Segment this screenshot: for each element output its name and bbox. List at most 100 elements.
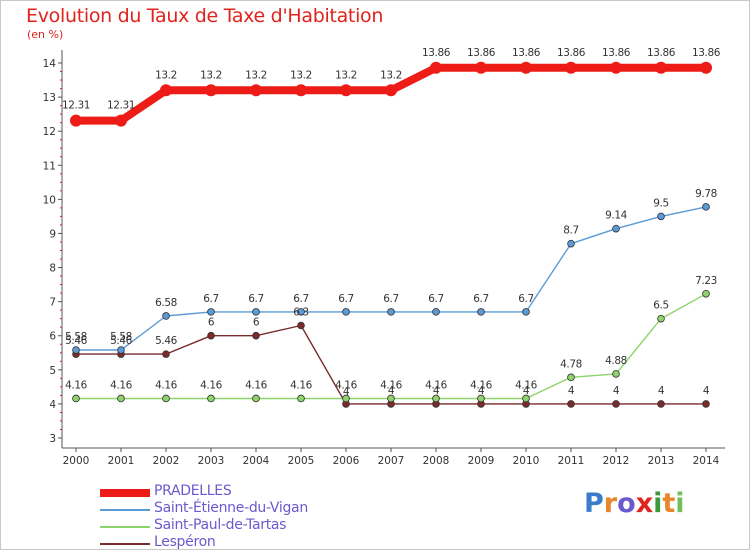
data-label: 6 — [253, 317, 260, 329]
data-point — [567, 239, 575, 248]
data-point — [252, 308, 260, 316]
data-point — [297, 321, 305, 330]
data-label: 6.7 — [338, 293, 354, 305]
data-label: 4.16 — [200, 379, 222, 391]
x-tick-label: 2004 — [243, 455, 270, 467]
data-label: 4 — [523, 385, 530, 397]
data-label: 4.16 — [470, 379, 492, 391]
legend-label: Saint-Paul-de-Tartas — [154, 517, 287, 533]
data-point — [657, 212, 665, 221]
data-point — [162, 394, 170, 403]
data-point — [702, 203, 710, 211]
data-label: 6.7 — [293, 293, 309, 305]
data-label: 4.16 — [290, 379, 312, 391]
data-label: 8.7 — [563, 225, 579, 237]
brand-letter: P — [584, 488, 604, 519]
data-point — [297, 394, 305, 403]
data-point — [252, 331, 260, 340]
data-point — [432, 394, 440, 403]
data-label: 4 — [613, 385, 620, 397]
x-tick-label: 2014 — [693, 455, 720, 467]
data-point — [565, 61, 577, 74]
data-point — [295, 84, 307, 97]
data-label: 13.86 — [557, 47, 586, 59]
data-label: 13.86 — [467, 47, 496, 59]
data-label: 4 — [433, 385, 440, 397]
x-tick-label: 2012 — [603, 455, 630, 467]
data-point — [657, 314, 665, 323]
data-label: 6.5 — [653, 300, 669, 312]
chart-series — [70, 61, 712, 408]
data-label: 6.7 — [428, 293, 444, 305]
data-point — [385, 84, 397, 97]
y-tick-label: 9 — [49, 228, 56, 240]
data-point — [387, 394, 395, 403]
data-point — [387, 308, 395, 316]
data-label: 13.2 — [290, 69, 312, 81]
data-point — [162, 312, 170, 320]
x-tick-label: 2003 — [198, 455, 225, 467]
data-label: 4 — [568, 385, 575, 397]
data-point — [207, 331, 215, 340]
series-line-1 — [76, 206, 707, 351]
data-label: 13.86 — [692, 47, 721, 59]
y-tick-label: 13 — [43, 92, 56, 104]
x-tick-label: 2006 — [333, 455, 360, 467]
y-tick-label: 8 — [49, 263, 56, 275]
data-point — [340, 84, 352, 97]
y-tick-label: 6 — [49, 331, 56, 343]
data-label: 9.14 — [605, 210, 627, 222]
brand-letter: i — [675, 488, 685, 519]
data-point — [567, 373, 575, 382]
y-tick-label: 14 — [43, 58, 57, 70]
legend-swatch — [100, 526, 150, 528]
data-label: 6.7 — [383, 293, 399, 305]
data-label: 9.5 — [653, 197, 669, 209]
data-label: 4.88 — [605, 355, 627, 367]
data-point — [432, 308, 440, 316]
data-point — [207, 394, 215, 403]
data-point — [297, 308, 305, 316]
x-tick-label: 2008 — [423, 455, 450, 467]
data-label: 4.16 — [515, 379, 537, 391]
data-label: 12.31 — [62, 100, 90, 112]
data-label: 4.16 — [245, 379, 267, 391]
data-label: 5.46 — [155, 335, 177, 347]
data-label: 13.86 — [422, 47, 451, 59]
data-label: 12.31 — [107, 100, 135, 112]
legend-swatch — [100, 543, 150, 545]
data-label: 9.78 — [695, 188, 717, 200]
data-label: 6.7 — [203, 293, 219, 305]
data-label: 13.86 — [512, 47, 541, 59]
data-point — [477, 308, 485, 316]
data-point — [612, 224, 620, 233]
x-tick-label: 2005 — [288, 455, 315, 467]
data-point — [70, 114, 82, 127]
data-point — [522, 308, 530, 316]
x-tick-label: 2001 — [108, 455, 135, 467]
brand-letter: x — [635, 488, 654, 519]
chart-data-labels: 12.31 12.31 13.2 13.2 13.2 13.2 13.2 13.2 13.86 1… — [62, 47, 721, 398]
legend-label: Saint-Étienne-du-Vigan — [154, 500, 308, 516]
chart-axes: 3 4 5 6 7 8 9 10 11 12 13 14 2000 2001 2002 2003 2004 200… — [43, 50, 725, 467]
x-tick-label: 2002 — [153, 455, 180, 467]
y-tick-label: 10 — [43, 194, 56, 206]
data-point — [162, 350, 170, 358]
legend-swatch — [100, 489, 150, 497]
data-label: 4 — [388, 385, 395, 397]
x-tick-label: 2007 — [378, 455, 405, 467]
data-point — [657, 400, 665, 408]
data-label: 4 — [703, 385, 710, 397]
data-point — [522, 394, 530, 403]
data-point — [207, 308, 215, 316]
data-point — [567, 400, 575, 408]
brand-letter: i — [653, 488, 663, 519]
data-point — [342, 308, 350, 316]
data-label: 5.46 — [65, 335, 87, 347]
data-point — [520, 61, 532, 74]
data-point — [117, 394, 125, 403]
x-tick-label: 2011 — [558, 455, 585, 467]
data-label: 13.2 — [155, 69, 177, 81]
data-label: 6.3 — [293, 307, 309, 319]
legend-label: Lespéron — [154, 534, 216, 550]
